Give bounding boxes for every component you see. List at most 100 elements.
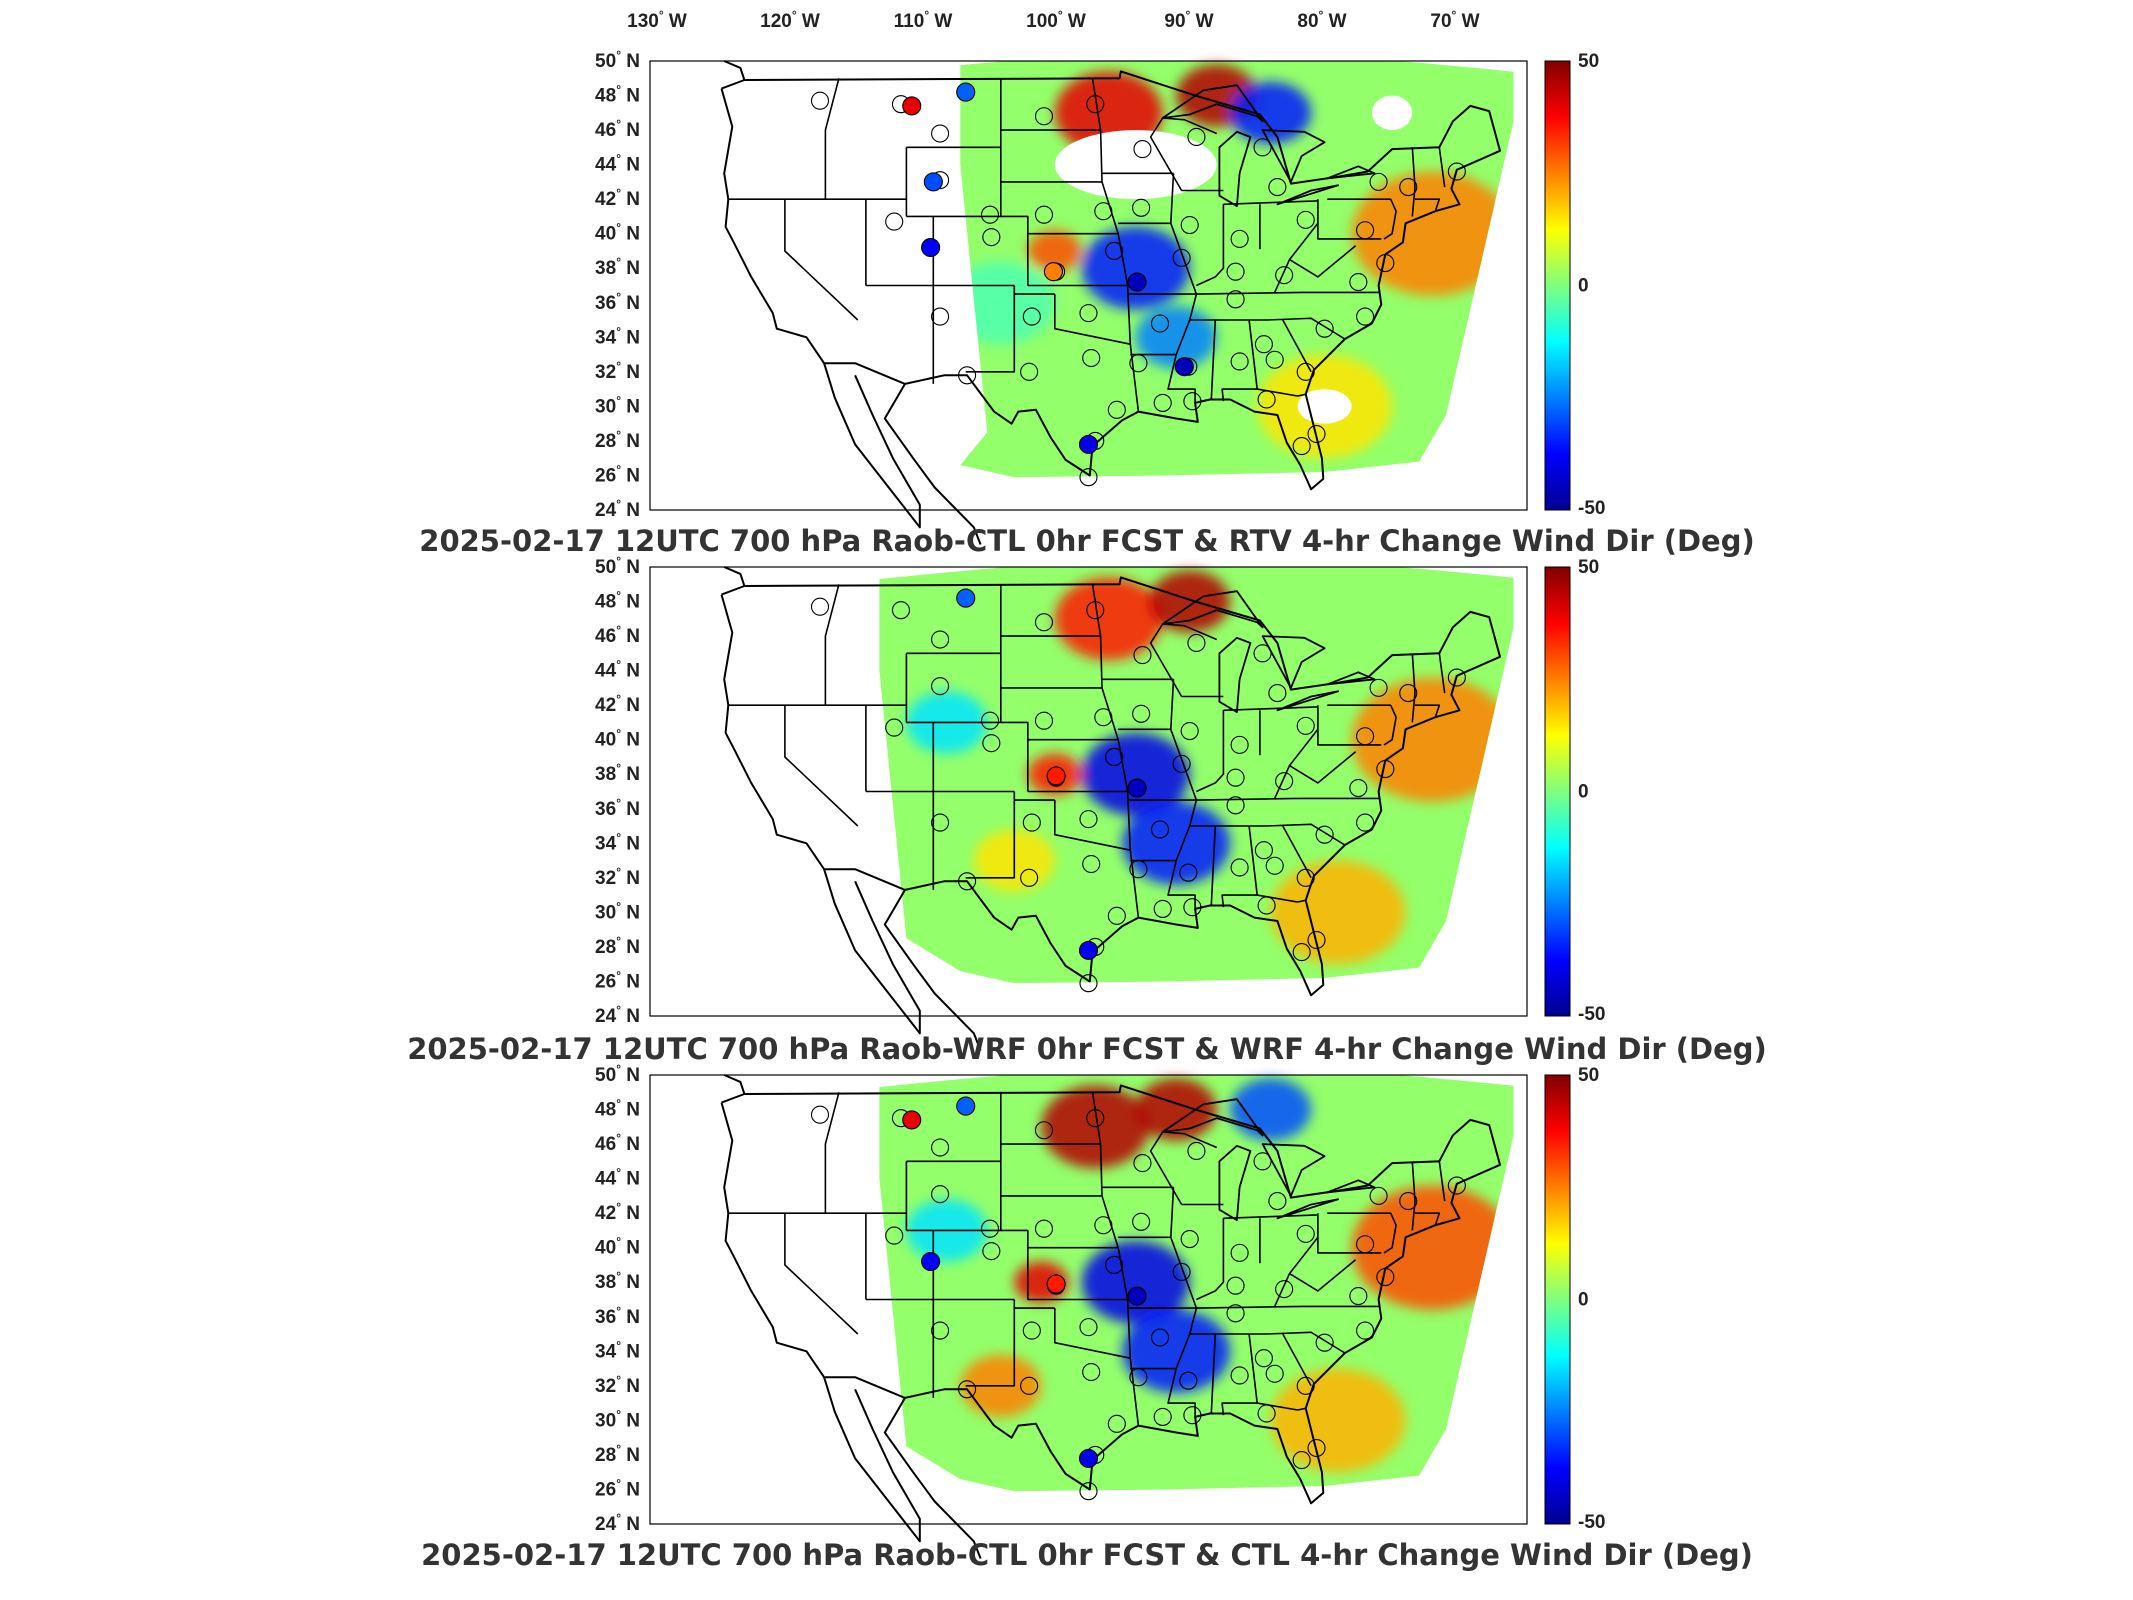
lon-tick-label: 100° W (1026, 8, 1086, 32)
station-marker (1226, 262, 1245, 281)
station-marker (1132, 198, 1151, 217)
lon-tick-label: 90° W (1164, 8, 1213, 32)
lat-tick-label: 32° N (595, 865, 640, 889)
station-marker (1226, 1304, 1245, 1323)
station-marker (1296, 716, 1315, 735)
mexico-coastline (883, 889, 982, 1051)
great-lake (1326, 671, 1376, 686)
station-marker (1253, 644, 1272, 663)
station-marker (1226, 768, 1245, 787)
state-border (1289, 1259, 1357, 1292)
station-marker (1296, 1376, 1315, 1395)
state-border (1317, 199, 1382, 240)
station-marker (931, 677, 950, 696)
field-anomaly (1230, 1078, 1312, 1141)
great-lake (1161, 590, 1264, 629)
lat-tick-label: 26° N (595, 462, 640, 486)
lat-tick-label: 36° N (595, 796, 640, 820)
lat-tick-label: 36° N (595, 1304, 640, 1328)
station-marker (1105, 241, 1124, 261)
lat-tick-label: 38° N (595, 1269, 640, 1293)
colorbar-tick-label: -50 (1578, 1004, 1605, 1025)
station-marker (1307, 1438, 1326, 1458)
station-marker (1107, 1414, 1126, 1433)
state-border (1091, 78, 1132, 345)
field-anomaly (1081, 1240, 1190, 1324)
colorbar (1544, 1074, 1571, 1525)
station-marker (1022, 1321, 1041, 1340)
station-marker (1180, 1230, 1199, 1249)
station-marker (931, 1321, 950, 1340)
station-marker (1034, 711, 1054, 730)
field-anomaly (1122, 1309, 1231, 1393)
lat-tick-label: 34° N (595, 324, 640, 348)
station-marker (810, 1105, 830, 1124)
lat-tick-label: 28° N (595, 1442, 640, 1466)
colorbar (1544, 60, 1571, 511)
station-marker-filled (1046, 766, 1066, 786)
state-border (1196, 797, 1380, 801)
station-marker (1133, 646, 1152, 665)
station-marker (1226, 1276, 1245, 1295)
station-marker (1132, 1212, 1151, 1231)
station-marker (1020, 1376, 1039, 1395)
station-marker (1179, 863, 1198, 882)
station-marker (1349, 272, 1368, 292)
station-marker-filled (921, 1251, 941, 1272)
state-border (1383, 704, 1397, 746)
panel-title: 2025-02-17 12UTC 700 hPa Raob-CTL 0hr FC… (421, 1538, 1753, 1572)
lat-tick-label: 40° N (595, 727, 640, 751)
station-marker-filled (1078, 1448, 1099, 1468)
state-border (1415, 704, 1441, 718)
station-marker (1268, 684, 1287, 703)
station-marker (1079, 468, 1098, 487)
state-border (1196, 1305, 1380, 1309)
state-border (1167, 1187, 1198, 1417)
us-coastline (720, 576, 1501, 997)
station-marker (1369, 678, 1388, 697)
state-border (1210, 1333, 1217, 1414)
station-marker (1153, 899, 1172, 918)
station-marker (1034, 613, 1054, 632)
lat-tick-label: 28° N (595, 934, 640, 958)
station-marker (1257, 390, 1276, 409)
state-border (1054, 1308, 1140, 1426)
station-marker (1107, 906, 1126, 925)
field-anomaly (1081, 226, 1190, 310)
station-marker (1172, 248, 1191, 267)
field-anomaly (1270, 1368, 1406, 1473)
lat-tick-label: 46° N (595, 623, 640, 647)
colorbar-tick-label: 50 (1578, 1065, 1599, 1086)
field-anomaly (960, 261, 1055, 345)
station-marker (1356, 1321, 1375, 1340)
station-marker-filled (956, 82, 976, 102)
state-border (1221, 825, 1258, 908)
field-anomaly (1149, 570, 1231, 633)
station-marker (1180, 722, 1199, 741)
station-marker (931, 1185, 950, 1204)
lat-tick-label: 48° N (595, 589, 640, 613)
state-border (1411, 1161, 1416, 1231)
canada-coastline (723, 60, 746, 81)
lat-tick-label: 48° N (595, 1097, 640, 1121)
state-border (1221, 1333, 1258, 1416)
state-border (1054, 294, 1140, 412)
station-marker (1150, 820, 1170, 839)
station-marker (1399, 684, 1418, 703)
state-border (824, 584, 840, 706)
station-marker (1230, 735, 1249, 754)
state-border (1196, 710, 1225, 793)
state-border (1223, 200, 1318, 206)
station-marker (810, 597, 830, 616)
station-marker (1094, 202, 1113, 221)
colorbar-tick-label: 0 (1578, 1290, 1589, 1311)
state-border (1317, 1213, 1382, 1254)
station-marker (1079, 974, 1098, 993)
mexico-coastline (883, 383, 982, 545)
lat-tick-label: 38° N (595, 761, 640, 785)
baja-coastline (823, 362, 921, 529)
lat-tick-label: 42° N (595, 186, 640, 210)
station-marker (1105, 1255, 1124, 1275)
field-anomaly (1230, 81, 1312, 144)
